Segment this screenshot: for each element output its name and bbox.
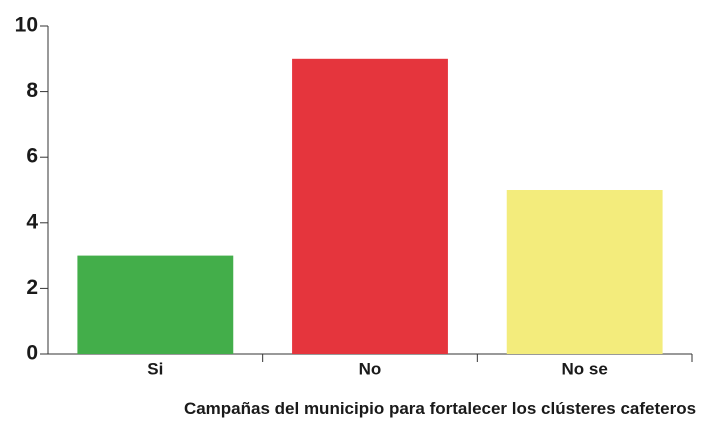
y-tick-label: 2 (26, 276, 38, 299)
bar (292, 58, 448, 355)
y-tick-label: 8 (26, 79, 38, 102)
y-tick-label: 10 (15, 14, 38, 37)
bar (77, 255, 234, 354)
y-tick-label: 4 (26, 210, 38, 233)
bar (506, 190, 663, 354)
x-tick-label: No (359, 359, 382, 378)
x-axis-label: Campañas del municipio para fortalecer l… (183, 399, 697, 418)
x-tick-label: No se (562, 359, 608, 378)
y-tick-label: 6 (26, 145, 38, 168)
y-tick-label: 0 (26, 342, 38, 365)
x-tick-label: Si (147, 359, 163, 378)
